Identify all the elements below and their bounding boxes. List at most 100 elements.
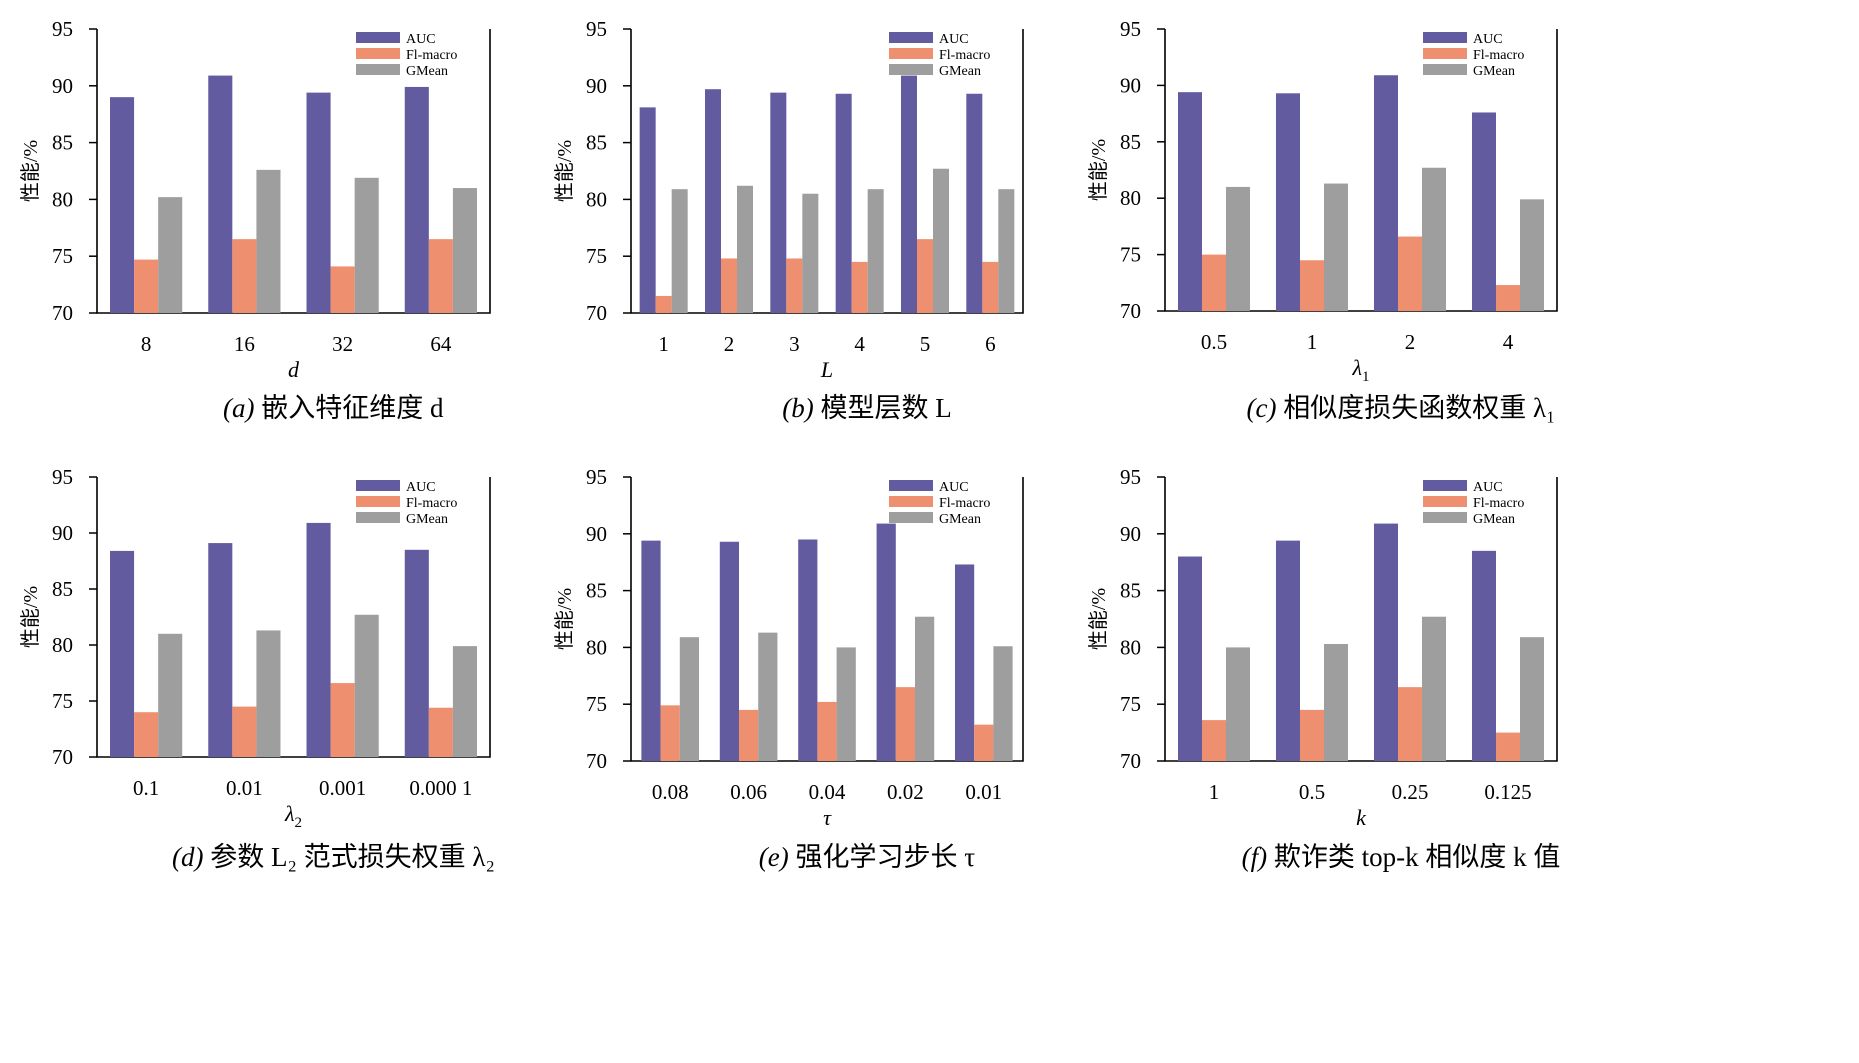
y-tick-label: 85 xyxy=(586,579,607,603)
y-axis-label: 性能/% xyxy=(1087,139,1110,201)
y-axis-label: 性能/% xyxy=(553,588,576,650)
x-tick-label: 2 xyxy=(1405,330,1416,354)
y-tick-label: 70 xyxy=(586,301,607,325)
x-tick-label: 8 xyxy=(141,332,152,356)
bar-gmean-2 xyxy=(1422,167,1447,311)
axes-frame xyxy=(96,477,491,758)
y-axis-label: 性能/% xyxy=(553,140,576,202)
bar-gmean-5 xyxy=(933,168,950,313)
legend-label: AUC xyxy=(406,32,436,47)
bar-fl-macro-4 xyxy=(1495,285,1521,311)
bar-auc-3 xyxy=(770,92,787,313)
y-tick-label: 70 xyxy=(1120,749,1141,773)
bar-fl-macro-0.04 xyxy=(817,701,837,761)
panel-caption: (f) 欺诈类 top-k 相似度 k 值 xyxy=(1242,842,1561,872)
legend-swatch xyxy=(889,64,933,75)
caption-text: 模型层数 L xyxy=(820,393,951,423)
y-tick-label: 70 xyxy=(586,749,607,773)
y-axis-label: 性能/% xyxy=(1087,588,1110,650)
x-tick-label: 2 xyxy=(724,332,735,356)
legend-swatch xyxy=(356,496,400,507)
bar-gmean-3 xyxy=(802,193,819,313)
x-tick-label: 64 xyxy=(430,332,452,356)
bar-gmean-4 xyxy=(867,189,884,313)
chart-panel-5: 70 75 80 85 90 95 性能/% 0.08 0.06 0.04 0.02 0.01 τ AUC… xyxy=(553,465,1024,872)
caption-prefix: (f) xyxy=(1242,842,1274,872)
chart-panel-4: 70 75 80 85 90 95 性能/% 0.1 0.01 0.001 0.000 1 λ2 AUC… xyxy=(19,465,495,872)
y-tick-label: 95 xyxy=(1120,465,1141,489)
bar-gmean-2 xyxy=(737,185,754,313)
x-tick-label: 0.5 xyxy=(1201,330,1227,354)
y-tick-label: 90 xyxy=(52,521,73,545)
caption-prefix: (b) xyxy=(782,393,820,423)
bar-gmean-4 xyxy=(1520,199,1545,311)
x-tick-label: 0.25 xyxy=(1392,780,1429,804)
caption-text: 参数 L₂ 范式损失权重 λ₂ xyxy=(210,842,495,872)
x-tick-label: 4 xyxy=(1503,330,1514,354)
panel-caption: (a) 嵌入特征维度 d xyxy=(223,393,444,423)
bar-auc-0.25 xyxy=(1373,523,1398,761)
bar-auc-8 xyxy=(110,97,135,313)
x-tick-label: 0.1 xyxy=(133,776,159,800)
bar-gmean-8 xyxy=(158,197,183,313)
y-tick-label: 85 xyxy=(1120,130,1141,154)
y-tick-label: 80 xyxy=(1120,186,1141,210)
bar-gmean-0.01 xyxy=(256,630,281,757)
legend-swatch xyxy=(1423,496,1467,507)
legend-swatch xyxy=(889,496,933,507)
legend-label: Fl-macro xyxy=(406,48,457,63)
legend-label: AUC xyxy=(1473,480,1503,495)
y-tick-label: 80 xyxy=(586,635,607,659)
bar-fl-macro-0.5 xyxy=(1299,709,1325,761)
legend-label: GMean xyxy=(939,64,981,79)
y-tick-label: 95 xyxy=(52,17,73,41)
bar-auc-0.5 xyxy=(1275,540,1300,761)
chart-panel-1: 70 75 80 85 90 95 性能/% 8 16 32 64 d AUCFl-macroGMean… xyxy=(19,17,491,423)
chart-panel-6: 70 75 80 85 90 95 性能/% 1 0.5 0.25 0.125 k AUCFl-macr… xyxy=(1087,465,1560,872)
bar-fl-macro-2 xyxy=(1397,236,1423,311)
legend-label: GMean xyxy=(1473,512,1515,527)
bar-auc-0.02 xyxy=(876,523,896,761)
legend-swatch xyxy=(889,48,933,59)
bar-gmean-1 xyxy=(1324,183,1349,311)
bar-auc-0.5 xyxy=(1177,92,1202,311)
caption-prefix: (c) xyxy=(1247,393,1284,423)
bar-auc-0.08 xyxy=(641,540,661,761)
x-tick-label: 0.06 xyxy=(730,780,767,804)
bar-fl-macro-16 xyxy=(232,239,257,313)
x-axis-label: k xyxy=(1356,805,1367,830)
bar-fl-macro-4 xyxy=(851,261,868,313)
axes-frame xyxy=(630,29,1024,314)
legend-swatch xyxy=(889,480,933,491)
x-tick-label: 1 xyxy=(1307,330,1318,354)
bar-gmean-0.02 xyxy=(915,616,935,761)
legend-swatch xyxy=(1423,480,1467,491)
legend-label: GMean xyxy=(939,512,981,527)
x-axis-label: d xyxy=(288,357,300,382)
x-tick-label: 0.01 xyxy=(226,776,263,800)
panel-caption: (c) 相似度损失函数权重 λ₁ xyxy=(1247,393,1556,423)
x-tick-label: 0.000 1 xyxy=(409,776,472,800)
x-tick-label: 0.5 xyxy=(1299,780,1325,804)
bar-auc-4 xyxy=(835,93,852,313)
bar-auc-32 xyxy=(306,92,331,313)
bar-auc-4 xyxy=(1471,112,1496,311)
bar-fl-macro-0.08 xyxy=(660,705,680,761)
axes-frame xyxy=(1164,477,1558,762)
panel-caption: (d) 参数 L₂ 范式损失权重 λ₂ xyxy=(172,842,495,872)
legend-label: Fl-macro xyxy=(1473,48,1524,63)
bar-auc-1 xyxy=(639,107,656,313)
bar-auc-16 xyxy=(208,75,233,314)
y-tick-label: 70 xyxy=(1120,299,1141,323)
legend-label: Fl-macro xyxy=(939,496,990,511)
legend-swatch xyxy=(356,32,400,43)
caption-text: 欺诈类 top-k 相似度 k 值 xyxy=(1274,842,1561,872)
bar-auc-0.0001 xyxy=(404,549,429,757)
caption-text: 嵌入特征维度 d xyxy=(261,393,444,423)
bar-gmean-0.125 xyxy=(1520,637,1545,761)
y-tick-label: 80 xyxy=(52,633,73,657)
x-tick-label: 0.08 xyxy=(652,780,689,804)
y-tick-label: 95 xyxy=(52,465,73,489)
legend-swatch xyxy=(889,32,933,43)
